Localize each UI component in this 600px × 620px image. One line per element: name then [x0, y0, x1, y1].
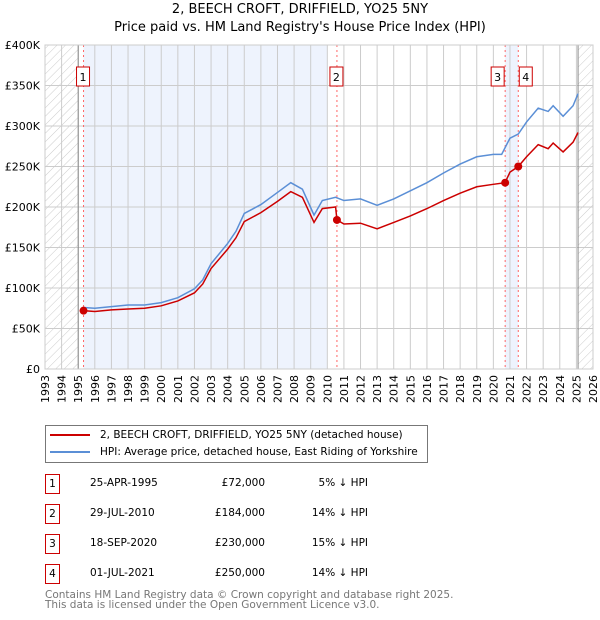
transaction-date: 18-SEP-2020: [90, 537, 158, 549]
chart-subtitle: Price paid vs. HM Land Registry's House …: [114, 20, 486, 35]
x-tick-label: 2001: [172, 375, 185, 403]
transaction-hpi-diff: 14% ↓ HPI: [311, 567, 368, 579]
x-tick-label: 2016: [421, 375, 434, 403]
x-tick-label: 2005: [238, 375, 251, 403]
y-tick-label: £400K: [5, 39, 41, 52]
transaction-label-box: [518, 66, 533, 87]
transaction-hpi-diff: 5% ↓ HPI: [318, 477, 368, 489]
x-tick-label: 2003: [205, 375, 218, 403]
transaction-hpi-diff: 15% ↓ HPI: [311, 537, 368, 549]
transaction-price: £250,000: [214, 567, 265, 579]
x-tick-label: 2007: [271, 375, 284, 403]
hpi-line: [83, 93, 579, 310]
transaction-number: 3: [45, 534, 60, 554]
x-tick-label: 2000: [155, 375, 168, 403]
plot-area: 1993 1994 1995 1996 1997 1998 1999 2000 2001 2002…: [5, 39, 600, 403]
transaction-date: 29-JUL-2010: [90, 507, 155, 519]
x-tick-label: 2008: [288, 375, 301, 403]
x-tick-label: 2004: [222, 375, 235, 403]
legend-swatch-red: [50, 434, 90, 436]
y-tick-label: £350K: [5, 80, 41, 93]
x-tick-label: 2021: [504, 375, 517, 403]
x-tick-label: 2009: [305, 375, 318, 403]
x-tick-label: 2018: [454, 375, 467, 403]
x-tick-label: 2010: [321, 375, 334, 403]
plot-border: [44, 44, 594, 370]
x-tick-label: 2025: [570, 375, 583, 403]
transaction-number: 2: [45, 504, 60, 524]
y-tick-label: £200K: [5, 201, 41, 214]
y-tick-label: £150K: [5, 242, 41, 255]
x-tick-label: 2019: [471, 375, 484, 403]
x-tick-label: 2024: [554, 375, 567, 403]
x-tick-label: 2011: [338, 375, 351, 403]
footer-line-1: Contains HM Land Registry data © Crown c…: [45, 589, 454, 601]
x-tick-label: 1993: [39, 375, 52, 403]
x-tick-label: 2006: [255, 375, 268, 403]
x-tick-label: 2020: [487, 375, 500, 403]
transaction-price: £72,000: [221, 477, 265, 489]
legend-item-hpi: HPI: Average price, detached house, East…: [50, 444, 418, 460]
legend: 2, BEECH CROFT, DRIFFIELD, YO25 5NY (det…: [45, 425, 428, 463]
transaction-point: [501, 178, 510, 187]
y-tick-label: £0: [26, 363, 40, 376]
transaction-date: 25-APR-1995: [90, 477, 158, 489]
y-tick-label: £100K: [5, 282, 41, 295]
transaction-date: 01-JUL-2021: [90, 567, 155, 579]
x-tick-label: 1996: [89, 375, 102, 403]
transaction-label: 2: [333, 71, 340, 84]
x-tick-label: 1995: [72, 375, 85, 403]
footer-line-2: This data is licensed under the Open Gov…: [45, 599, 380, 611]
x-tick-label: 2026: [587, 375, 600, 403]
transaction-label-box: [490, 66, 505, 87]
transaction-number: 4: [45, 564, 60, 584]
transaction-number: 1: [45, 474, 60, 494]
transaction-hpi-diff: 14% ↓ HPI: [311, 507, 368, 519]
transaction-price: £184,000: [214, 507, 265, 519]
x-tick-label: 2015: [404, 375, 417, 403]
transaction-label-box: [76, 66, 91, 87]
y-tick-label: £50K: [12, 323, 41, 336]
x-tick-label: 2023: [537, 375, 550, 403]
legend-swatch-blue: [50, 451, 90, 453]
y-tick-label: £300K: [5, 120, 41, 133]
x-tick-label: 2022: [521, 375, 534, 403]
transaction-label-box: [329, 66, 344, 87]
transaction-point: [514, 162, 523, 171]
chart-title: 2, BEECH CROFT, DRIFFIELD, YO25 5NY: [171, 2, 429, 17]
legend-label: HPI: Average price, detached house, East…: [100, 446, 418, 458]
transaction-point: [79, 306, 88, 315]
x-tick-label: 1997: [105, 375, 118, 403]
transaction-label: 4: [522, 71, 529, 84]
y-tick-label: £250K: [5, 161, 41, 174]
x-tick-label: 2014: [388, 375, 401, 403]
transaction-price: £230,000: [214, 537, 265, 549]
x-tick-label: 2002: [188, 375, 201, 403]
transaction-label: 3: [494, 71, 501, 84]
x-tick-label: 2017: [438, 375, 451, 403]
transaction-label: 1: [80, 71, 87, 84]
x-tick-label: 1994: [56, 375, 69, 403]
legend-label: 2, BEECH CROFT, DRIFFIELD, YO25 5NY (det…: [100, 429, 403, 441]
x-tick-label: 1999: [139, 375, 152, 403]
footer: Contains HM Land Registry data © Crown c…: [45, 589, 454, 611]
x-tick-label: 1998: [122, 375, 135, 403]
x-tick-label: 2012: [355, 375, 368, 403]
legend-item-property: 2, BEECH CROFT, DRIFFIELD, YO25 5NY (det…: [50, 427, 403, 443]
transaction-point: [332, 215, 341, 224]
x-tick-label: 2013: [371, 375, 384, 403]
